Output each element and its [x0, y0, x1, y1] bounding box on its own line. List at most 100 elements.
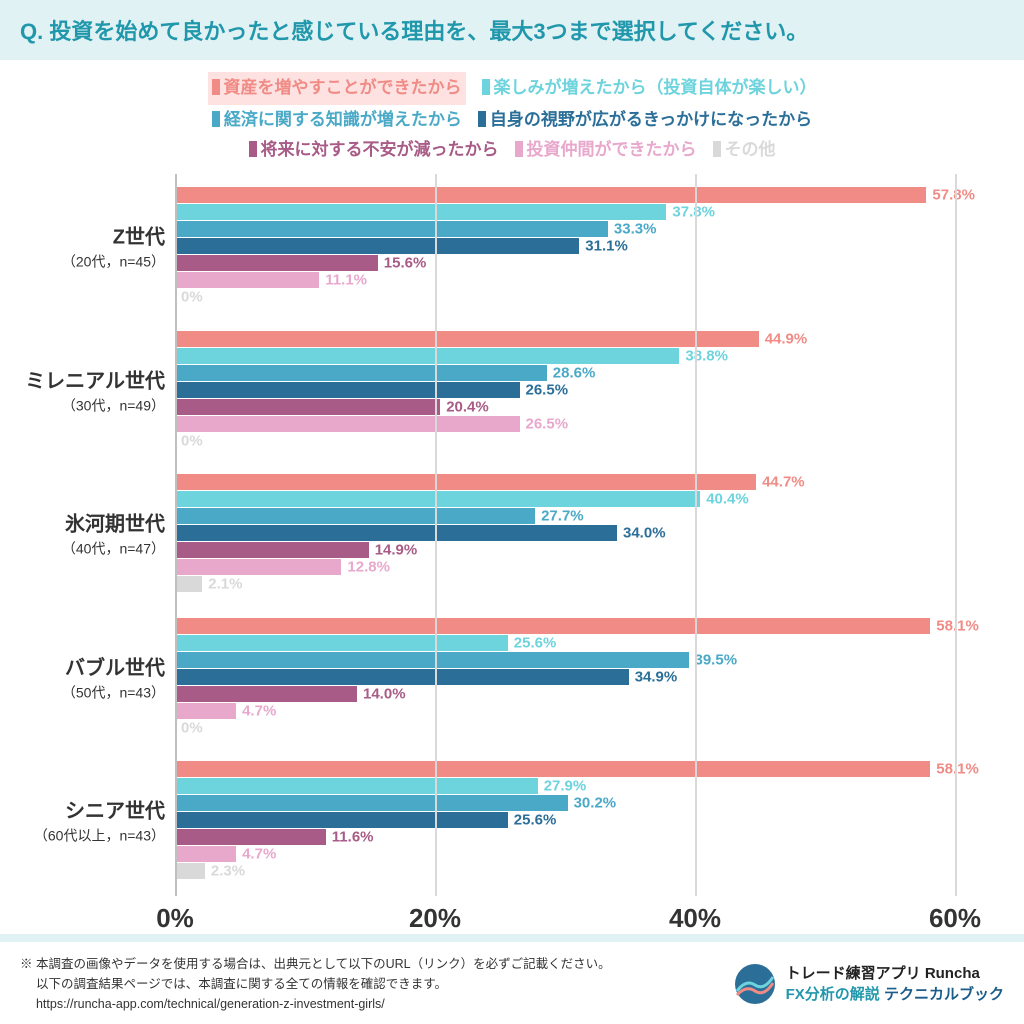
x-axis-label: 0%	[156, 903, 194, 934]
group-subtitle: （20代，n=45）	[5, 251, 165, 271]
bar-value-label: 44.7%	[756, 474, 805, 491]
bar-value-label: 0%	[175, 432, 203, 449]
legend-label: 経済に関する知識が増えたから	[224, 110, 462, 129]
legend: 資産を増やすことができたから 楽しみが増えたから（投資自体が楽しい） 経済に関する知…	[0, 60, 1024, 174]
bar-row: 12.8%	[175, 559, 994, 575]
brand-line2: FX分析の解説 テクニカルブック	[786, 984, 1004, 1005]
bar	[175, 863, 205, 879]
footnote-line: https://runcha-app.com/technical/generat…	[20, 994, 611, 1014]
footnote: ※ 本調査の画像やデータを使用する場合は、出典元として以下のURL（リンク）を必…	[20, 954, 611, 1014]
bar	[175, 652, 689, 668]
group-name: シニア世代	[5, 795, 165, 824]
bar	[175, 635, 508, 651]
bar-row: 20.4%	[175, 399, 994, 415]
brand-fx: FX分析の解説	[786, 986, 884, 1003]
bar	[175, 795, 568, 811]
bar-row: 31.1%	[175, 238, 994, 254]
group-label: シニア世代（60代以上，n=43）	[5, 795, 175, 846]
bar-value-label: 34.0%	[617, 525, 666, 542]
bar-value-label: 0%	[175, 719, 203, 736]
bar-row: 2.3%	[175, 863, 994, 879]
bar	[175, 686, 357, 702]
bar	[175, 204, 666, 220]
bar-row: 30.2%	[175, 795, 994, 811]
bar	[175, 331, 759, 347]
bar-row: 58.1%	[175, 761, 994, 777]
bar-row: 33.3%	[175, 221, 994, 237]
bar-value-label: 2.1%	[202, 576, 242, 593]
bar-row: 37.8%	[175, 204, 994, 220]
title-bar: Q. 投資を始めて良かったと感じている理由を、最大3つまで選択してください。	[0, 0, 1024, 60]
bar-value-label: 11.1%	[319, 271, 367, 288]
legend-item: 経済に関する知識が増えたから	[212, 105, 462, 136]
legend-label: 楽しみが増えたから（投資自体が楽しい）	[494, 78, 817, 97]
brand: トレード練習アプリ Runcha FX分析の解説 テクニカルブック	[734, 963, 1004, 1005]
bar	[175, 187, 926, 203]
legend-item: 自身の視野が広がるきっかけになったから	[478, 105, 812, 136]
bar-value-label: 27.7%	[535, 508, 584, 525]
bar-value-label: 26.5%	[520, 381, 569, 398]
legend-swatch	[478, 111, 486, 127]
legend-label: 将来に対する不安が減ったから	[261, 140, 499, 159]
bar-value-label: 34.9%	[629, 668, 678, 685]
bar	[175, 618, 930, 634]
bar-value-label: 14.9%	[369, 542, 418, 559]
footnote-line: ※ 本調査の画像やデータを使用する場合は、出典元として以下のURL（リンク）を必…	[20, 954, 611, 974]
bar-value-label: 20.4%	[440, 398, 489, 415]
bar	[175, 382, 520, 398]
bar	[175, 576, 202, 592]
legend-swatch	[482, 79, 490, 95]
bar-row: 58.1%	[175, 618, 994, 634]
brand-app: Runcha	[925, 965, 980, 982]
legend-swatch	[515, 141, 523, 157]
bar	[175, 474, 756, 490]
bar-row: 26.5%	[175, 416, 994, 432]
bar-row: 40.4%	[175, 491, 994, 507]
bar-value-label: 4.7%	[236, 846, 276, 863]
legend-item: 資産を増やすことができたから	[208, 72, 466, 105]
bar-row: 57.8%	[175, 187, 994, 203]
bar-value-label: 44.9%	[759, 330, 808, 347]
bar-row: 14.9%	[175, 542, 994, 558]
bar-row: 4.7%	[175, 703, 994, 719]
bar-value-label: 30.2%	[568, 795, 617, 812]
bar-value-label: 27.9%	[538, 778, 587, 795]
bar-row: 39.5%	[175, 652, 994, 668]
x-axis-label: 40%	[669, 903, 721, 934]
bar	[175, 761, 930, 777]
bar	[175, 399, 440, 415]
bar-group: バブル世代（50代，n=43）58.1%25.6%39.5%34.9%14.0%…	[175, 605, 994, 749]
bar	[175, 812, 508, 828]
legend-label: 自身の視野が広がるきっかけになったから	[490, 110, 812, 129]
bar-row: 11.1%	[175, 272, 994, 288]
brand-text: トレード練習アプリ Runcha FX分析の解説 テクニカルブック	[786, 963, 1004, 1005]
gridline	[695, 174, 697, 896]
bar	[175, 416, 520, 432]
bar-row: 25.6%	[175, 635, 994, 651]
bar	[175, 348, 679, 364]
bar	[175, 846, 236, 862]
brand-line1: トレード練習アプリ Runcha	[786, 963, 1004, 984]
bar-value-label: 2.3%	[205, 863, 245, 880]
bar-row: 34.9%	[175, 669, 994, 685]
footer: ※ 本調査の画像やデータを使用する場合は、出典元として以下のURL（リンク）を必…	[0, 934, 1024, 1024]
bar	[175, 829, 326, 845]
bar	[175, 778, 538, 794]
brand-logo-icon	[734, 963, 776, 1005]
group-label: Z世代（20代，n=45）	[5, 220, 175, 271]
bar-value-label: 11.6%	[326, 829, 374, 846]
legend-swatch	[212, 79, 220, 95]
legend-label: 投資仲間ができたから	[527, 140, 697, 159]
bar	[175, 238, 579, 254]
chart-container: Q. 投資を始めて良かったと感じている理由を、最大3つまで選択してください。 資…	[0, 0, 1024, 1024]
bar-value-label: 12.8%	[341, 559, 390, 576]
bar	[175, 703, 236, 719]
bar	[175, 559, 341, 575]
gridline	[435, 174, 437, 896]
bar-value-label: 33.3%	[608, 220, 657, 237]
x-axis-label: 60%	[929, 903, 981, 934]
bar	[175, 221, 608, 237]
group-subtitle: （30代，n=49）	[5, 395, 165, 415]
brand-pre: トレード練習アプリ	[786, 965, 925, 982]
bar-row: 38.8%	[175, 348, 994, 364]
